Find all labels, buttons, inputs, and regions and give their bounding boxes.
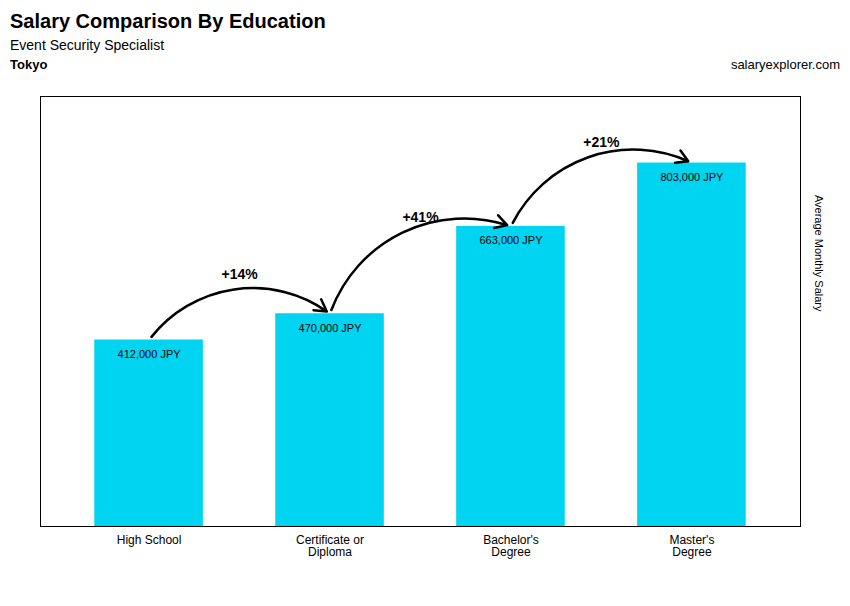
svg-text:Certificate orDiploma: Certificate orDiploma bbox=[296, 533, 364, 559]
svg-text:+41%: +41% bbox=[402, 209, 439, 225]
svg-text:+14%: +14% bbox=[221, 266, 258, 282]
html-text:Tokyo: Tokyo bbox=[10, 57, 48, 72]
svg-text:High School: High School bbox=[117, 533, 182, 547]
html-text:Event Security Specialist: Event Security Specialist bbox=[10, 37, 165, 53]
html-text:Salary Comparison By Education: Salary Comparison By Education bbox=[10, 10, 326, 32]
svg-text:Bachelor'sDegree: Bachelor'sDegree bbox=[483, 533, 539, 559]
svg-text:+21%: +21% bbox=[583, 134, 620, 150]
svg-text:663,000 JPY: 663,000 JPY bbox=[479, 234, 543, 246]
svg-text:412,000 JPY: 412,000 JPY bbox=[118, 348, 182, 360]
svg-text:803,000 JPY: 803,000 JPY bbox=[660, 171, 724, 183]
svg-text:Master'sDegree: Master'sDegree bbox=[669, 533, 714, 559]
html-text:salaryexplorer.com: salaryexplorer.com bbox=[730, 57, 840, 72]
svg-text:470,000 JPY: 470,000 JPY bbox=[299, 322, 363, 334]
svg-text:Average Monthly Salary: Average Monthly Salary bbox=[813, 195, 825, 312]
